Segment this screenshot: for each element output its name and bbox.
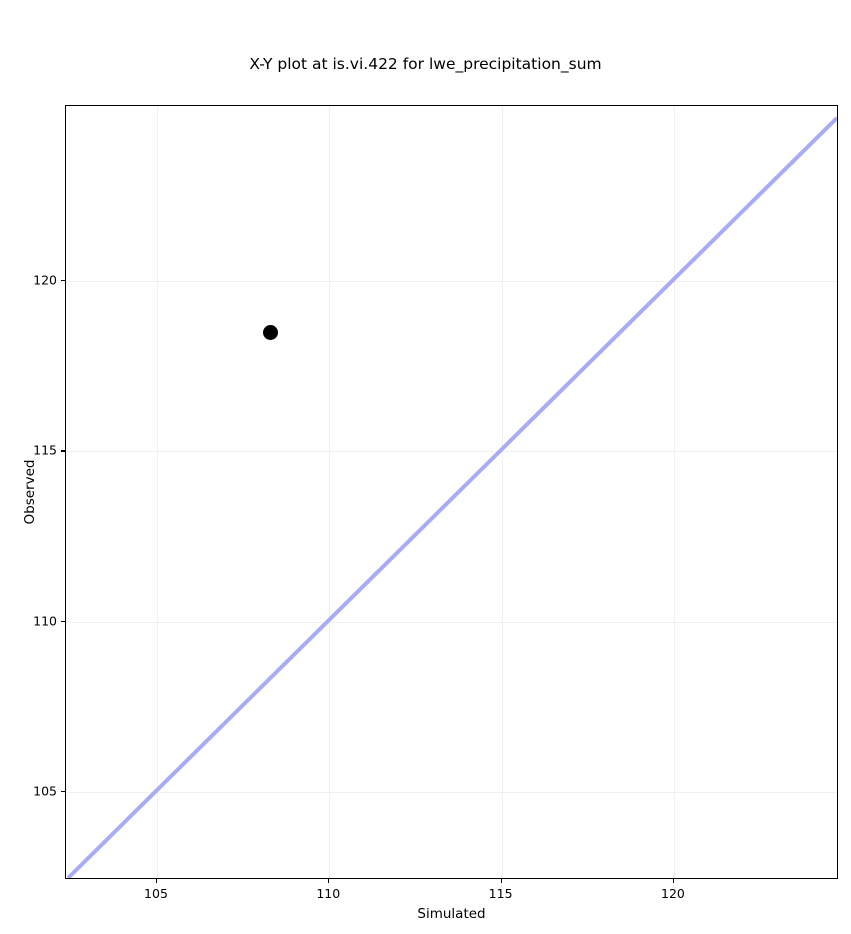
chart-title-line-1: X-Y plot at is.vi.422 for lwe_precipitat… [249, 55, 602, 73]
x-axis-tick [328, 879, 330, 883]
x-axis-tick-label: 110 [316, 886, 341, 901]
data-point [263, 324, 279, 340]
one-to-one-reference-line [66, 116, 837, 878]
y-axis-tick [61, 620, 65, 622]
gridline-vertical [156, 106, 158, 878]
y-axis-tick [61, 791, 65, 793]
y-axis-tick-label: 120 [33, 272, 57, 288]
x-axis-tick [155, 879, 158, 883]
gridline-vertical [673, 106, 675, 878]
x-axis-tick-label: 120 [660, 886, 685, 901]
y-axis-tick [61, 280, 65, 282]
y-axis-label: Observed [22, 459, 38, 525]
y-axis-tick-label: 110 [33, 613, 57, 629]
x-axis-tick [672, 879, 675, 883]
x-axis-tick-label: 105 [144, 886, 168, 901]
gridline-vertical [329, 106, 331, 878]
gridline-horizontal [66, 451, 837, 453]
gridline-horizontal [66, 621, 837, 623]
gridline-horizontal [66, 281, 837, 283]
y-axis-tick-label: 105 [33, 783, 57, 799]
gridline-vertical [501, 106, 503, 878]
x-axis-tick [500, 879, 502, 883]
plot-area [65, 105, 838, 879]
gridline-horizontal [66, 792, 837, 794]
x-axis-label: Simulated [417, 906, 486, 922]
y-axis-tick-label: 115 [33, 442, 57, 458]
x-axis-tick-label: 115 [488, 886, 513, 901]
y-axis-tick [61, 450, 65, 452]
